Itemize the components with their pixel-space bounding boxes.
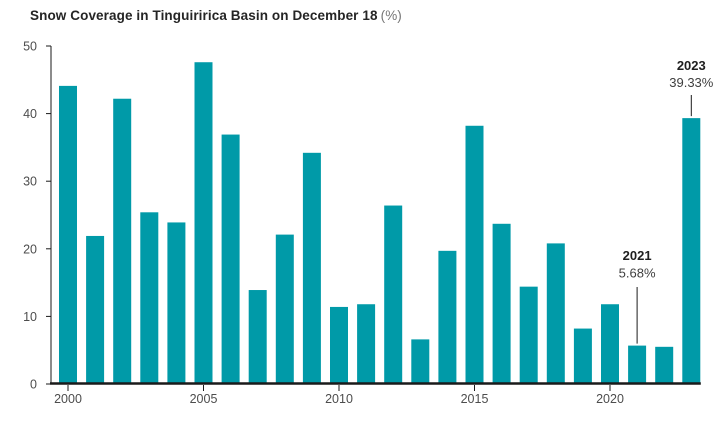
chart-title-unit: (%)	[380, 8, 402, 23]
annotation-value-2023: 39.33%	[669, 75, 714, 90]
annotation-value-2021: 5.68%	[619, 266, 656, 281]
bar-2012	[384, 205, 403, 384]
bar-2003	[140, 212, 159, 384]
bar-2013	[411, 339, 430, 384]
bar-2022	[655, 346, 674, 384]
bar-2011	[357, 304, 376, 384]
x-axis-label-2005: 2005	[190, 392, 218, 406]
bar-2019	[573, 328, 592, 384]
y-axis-label-10: 10	[23, 310, 37, 324]
annotation-year-2023: 2023	[677, 58, 706, 73]
x-axis-label-2010: 2010	[325, 392, 353, 406]
bar-2020	[601, 304, 619, 384]
x-axis-label-2000: 2000	[54, 392, 82, 406]
bar-2004	[167, 222, 186, 384]
bar-2007	[248, 290, 267, 384]
y-axis-label-30: 30	[23, 175, 37, 189]
bar-2023	[682, 118, 701, 384]
bar-2009	[302, 152, 321, 384]
bar-2006	[221, 134, 240, 384]
y-axis-label-40: 40	[23, 107, 37, 121]
chart-title-text: Snow Coverage in Tinguiririca Basin on D…	[30, 8, 378, 23]
bar-2018	[546, 243, 565, 384]
y-axis-label-20: 20	[23, 242, 37, 256]
bar-2008	[275, 234, 294, 384]
bar-2015	[465, 125, 484, 384]
annotation-year-2021: 2021	[623, 248, 652, 263]
bar-2005	[194, 62, 213, 384]
bar-2016	[492, 223, 511, 384]
bar-2021	[628, 345, 647, 384]
y-axis-label-50: 50	[23, 40, 37, 54]
x-axis-label-2015: 2015	[461, 392, 489, 406]
bar-2000	[59, 85, 77, 384]
bar-2017	[519, 286, 538, 384]
bar-2002	[113, 98, 132, 384]
y-axis-label-0: 0	[30, 378, 37, 392]
bar-2014	[438, 250, 457, 384]
bar-2001	[86, 235, 105, 384]
bar-2010	[330, 306, 348, 384]
chart-title: Snow Coverage in Tinguiririca Basin on D…	[30, 7, 402, 24]
x-axis-label-2020: 2020	[596, 392, 624, 406]
